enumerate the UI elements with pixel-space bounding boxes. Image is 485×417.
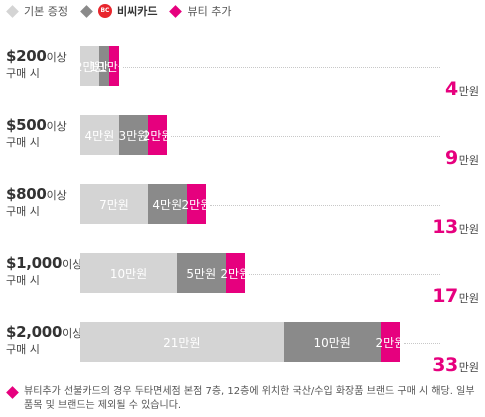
guide-line — [404, 343, 440, 344]
legend-item-bccard: BC 비씨카드 — [80, 3, 157, 19]
legend-label: 기본 증정 — [24, 5, 68, 18]
bar-segment: 2만원 — [220, 253, 250, 293]
bar-segment: 21만원 — [80, 322, 284, 362]
category-suffix: 이상 — [46, 189, 67, 202]
footnote-text: 뷰티추가 선불카드의 경우 두타면세점 본점 7층, 12층에 위치한 국산/수… — [24, 386, 475, 411]
diamond-icon — [169, 4, 183, 18]
total-label: 13만원 — [432, 216, 479, 238]
bar-segment: 1만원 — [99, 46, 129, 86]
footnote: 뷰티추가 선불카드의 경우 두타면세점 본점 7층, 12층에 위치한 국산/수… — [6, 385, 476, 413]
bar-segment: 4만원 — [80, 115, 119, 155]
legend-label: 뷰티 추가 — [187, 5, 232, 18]
bar-segment: 4만원 — [147, 184, 187, 224]
chart-row: $1,000이상 구매 시 10만원 5만원 2만원 17만원 — [0, 253, 485, 307]
category-sub: 구매 시 — [6, 136, 40, 149]
total-unit: 만원 — [458, 292, 479, 305]
guide-line — [210, 205, 440, 206]
bar-segment: 10만원 — [283, 322, 381, 362]
bar-segment: 2만원 — [376, 322, 405, 362]
total-unit: 만원 — [458, 361, 479, 374]
total-value: 33 — [432, 354, 458, 376]
bc-card-logo: BC — [97, 4, 112, 18]
total-label: 33만원 — [432, 354, 479, 376]
category-sub: 구매 시 — [6, 205, 40, 218]
total-value: 13 — [432, 216, 458, 238]
total-unit: 만원 — [458, 154, 479, 167]
total-unit: 만원 — [458, 85, 479, 98]
chart-row: $2,000이상 구매 시 21만원 10만원 2만원 33만원 — [0, 322, 485, 376]
bar-segment: 2만원 — [182, 184, 211, 224]
bar-segment: 2만원 — [75, 46, 105, 86]
legend-label: 비씨카드 — [116, 5, 158, 18]
category-amount: $1,000 — [6, 254, 63, 272]
category-suffix: 이상 — [62, 327, 83, 340]
category-suffix: 이상 — [46, 120, 67, 133]
category-amount: $800 — [6, 185, 47, 203]
legend-item-basic: 기본 증정 — [6, 3, 68, 19]
guide-line — [248, 274, 440, 275]
bar-segment: 3만원 — [118, 115, 148, 155]
category-amount: $500 — [6, 116, 47, 134]
total-value: 4 — [445, 78, 458, 100]
legend-item-beauty: 뷰티 추가 — [169, 3, 231, 19]
chart-row: $200이상 구매 시 2만원 1만원 1만원 4만원 — [0, 46, 485, 100]
category-amount: $200 — [6, 47, 47, 65]
total-unit: 만원 — [458, 223, 479, 236]
category-sub: 구매 시 — [6, 67, 40, 80]
total-label: 9만원 — [445, 147, 479, 169]
category-sub: 구매 시 — [6, 343, 40, 356]
guide-line — [171, 136, 440, 137]
bar-segment: 5만원 — [177, 253, 226, 293]
bar-segment: 2만원 — [143, 115, 172, 155]
guide-line — [122, 67, 440, 68]
category-sub: 구매 시 — [6, 274, 40, 287]
total-value: 17 — [432, 285, 458, 307]
diamond-icon — [80, 4, 93, 18]
total-label: 4만원 — [445, 78, 479, 100]
total-label: 17만원 — [432, 285, 479, 307]
category-suffix: 이상 — [46, 51, 67, 64]
category-suffix: 이상 — [62, 258, 83, 271]
total-value: 9 — [445, 147, 458, 169]
category-amount: $2,000 — [6, 323, 63, 341]
bar-segment: 7만원 — [80, 184, 148, 224]
legend: 기본 증정 BC 비씨카드 뷰티 추가 — [6, 3, 243, 19]
diamond-icon — [6, 4, 19, 18]
bar-segment: 10만원 — [80, 253, 177, 293]
